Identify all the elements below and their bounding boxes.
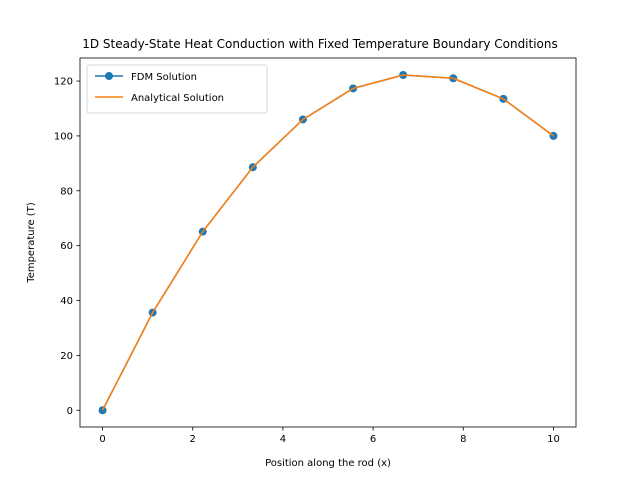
y-tick-label: 0: [67, 406, 73, 417]
x-axis: 0 2 4 6 8 10: [99, 427, 560, 445]
plot-background: [80, 58, 576, 427]
series-layer: [98, 71, 558, 415]
y-tick-label: 40: [60, 296, 73, 307]
y-axis-label: Temperature (T): [26, 202, 37, 284]
y-tick-label: 80: [60, 186, 73, 197]
x-tick-label: 8: [460, 434, 466, 445]
y-tick-label: 60: [60, 241, 73, 252]
x-tick-label: 6: [370, 434, 376, 445]
legend-analytical-label: Analytical Solution: [131, 93, 224, 104]
series-line-analytical: [101, 74, 554, 411]
plot-frame: [79, 57, 577, 428]
y-tick-label: 20: [60, 351, 73, 362]
y-tick-label: 120: [54, 77, 73, 88]
x-tick-label: 10: [547, 434, 560, 445]
y-axis: 0 20 40 60 80 100 120: [54, 77, 80, 417]
chart-title: 1D Steady-State Heat Conduction with Fix…: [82, 37, 558, 51]
legend-fdm-marker: [105, 72, 113, 80]
x-axis-label: Position along the rod (x): [265, 458, 391, 469]
x-tick-label: 0: [99, 434, 105, 445]
legend-fdm-label: FDM Solution: [131, 72, 197, 83]
plot-area: 0 2 4 6 8 10 0 20 40 60 80 100 120: [54, 57, 577, 445]
x-tick-label: 4: [280, 434, 286, 445]
legend-box: [86, 64, 268, 114]
x-tick-label: 2: [190, 434, 196, 445]
legend: FDM Solution Analytical Solution: [86, 64, 268, 114]
y-tick-label: 100: [54, 131, 73, 142]
